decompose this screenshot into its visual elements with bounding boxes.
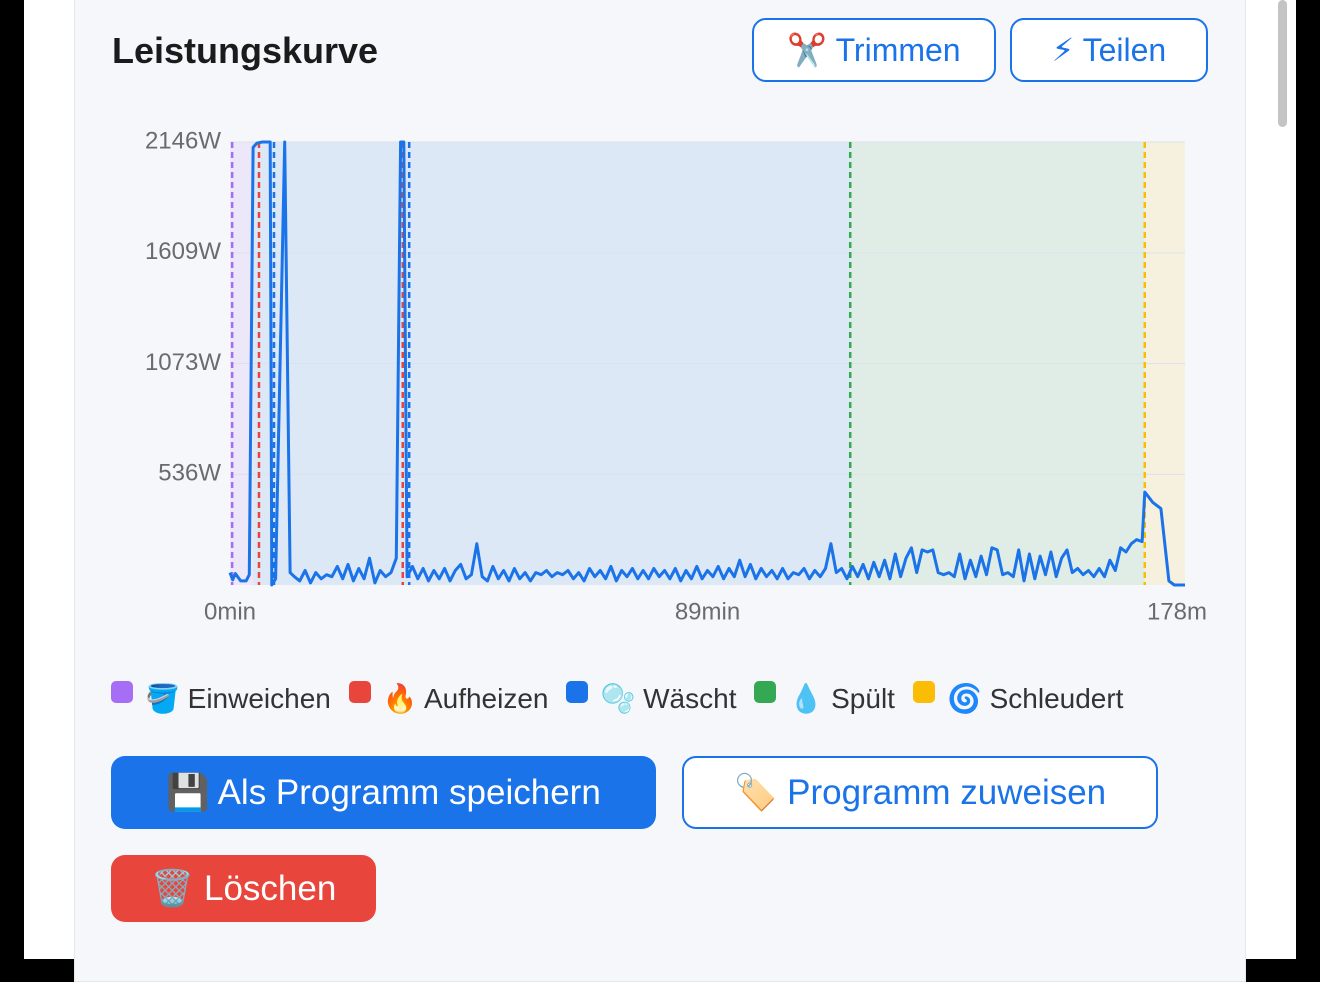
legend-label: 🔥 Aufheizen xyxy=(382,683,549,714)
save-program-button[interactable]: 💾 Als Programm speichern xyxy=(111,756,656,829)
legend-item: 🫧 Wäscht xyxy=(566,680,737,715)
chart: 536W 1073W 1609W 2146W 0min 89min 178m xyxy=(145,127,1207,625)
legend-item: 🪣 Einweichen xyxy=(111,680,331,715)
trim-button[interactable]: ✂️ Trimmen xyxy=(752,18,996,82)
legend-swatch xyxy=(566,680,589,703)
legend: 🪣 Einweichen 🔥 Aufheizen 🫧 Wäscht 💧 Spült 🌀 … xyxy=(111,680,1124,715)
legend-swatch xyxy=(912,680,935,703)
x-tick-label: 0min xyxy=(204,598,256,625)
assign-program-button[interactable]: 🏷️ Programm zuweisen xyxy=(682,756,1158,829)
y-tick-label: 1073W xyxy=(145,349,221,376)
y-tick-label: 1609W xyxy=(145,238,221,265)
y-tick-label: 536W xyxy=(158,460,221,487)
x-tick-label: 89min xyxy=(675,598,740,625)
legend-item: 🌀 Schleudert xyxy=(912,680,1124,715)
legend-label: 🪣 Einweichen xyxy=(145,683,331,714)
legend-item: 💧 Spült xyxy=(754,680,895,715)
y-tick-label: 2146W xyxy=(145,127,221,154)
share-button[interactable]: ⚡ Teilen xyxy=(1010,18,1208,82)
screen: Leistungskurve ✂️ Trimmen ⚡ Teilen 536W 1… xyxy=(24,0,1296,982)
legend-swatch xyxy=(111,680,133,703)
legend-label: 💧 Spült xyxy=(788,683,895,714)
x-tick-label: 178m xyxy=(1147,598,1207,625)
legend-swatch xyxy=(754,680,777,703)
card-title: Leistungskurve xyxy=(112,30,379,71)
power-line xyxy=(228,140,1185,587)
legend-swatch xyxy=(348,680,371,703)
legend-label: 🫧 Wäscht xyxy=(600,683,737,714)
delete-button[interactable]: 🗑️ Löschen xyxy=(111,855,376,922)
legend-label: 🌀 Schleudert xyxy=(946,683,1124,714)
legend-item: 🔥 Aufheizen xyxy=(348,680,549,715)
scrollbar[interactable] xyxy=(1278,0,1287,127)
